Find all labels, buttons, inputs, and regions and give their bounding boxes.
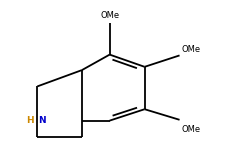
Text: N: N [39,116,46,125]
Text: OMe: OMe [182,125,201,134]
Text: OMe: OMe [182,45,201,54]
Text: OMe: OMe [100,11,119,20]
Text: H: H [26,116,34,125]
